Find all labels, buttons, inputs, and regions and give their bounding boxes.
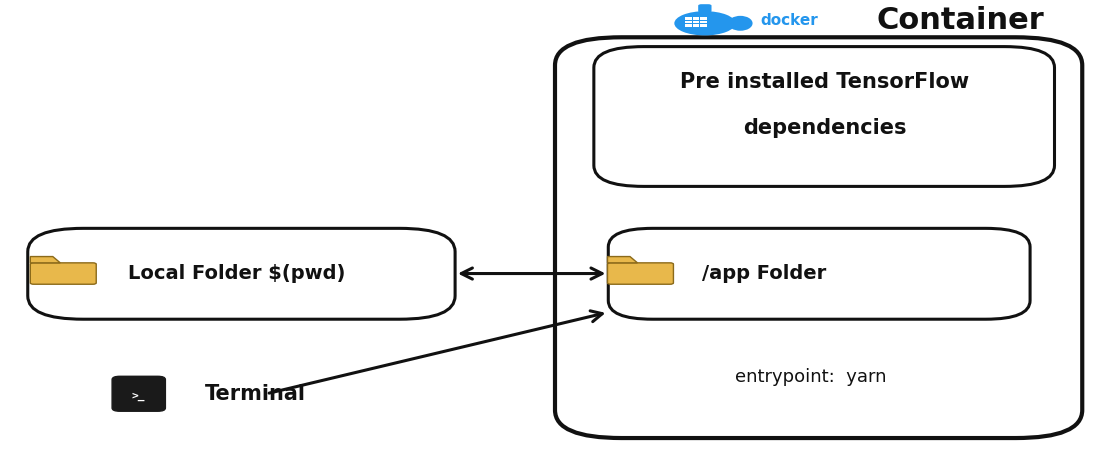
- FancyBboxPatch shape: [594, 47, 1054, 186]
- Bar: [693, 21, 699, 23]
- Bar: [693, 24, 699, 27]
- FancyBboxPatch shape: [698, 4, 712, 13]
- FancyBboxPatch shape: [28, 228, 455, 319]
- Text: docker: docker: [760, 14, 818, 28]
- Bar: [685, 24, 692, 27]
- Text: >_: >_: [132, 391, 145, 401]
- FancyBboxPatch shape: [30, 263, 97, 284]
- FancyBboxPatch shape: [607, 263, 674, 284]
- Bar: [685, 21, 692, 23]
- Bar: [685, 17, 692, 20]
- Polygon shape: [30, 257, 60, 263]
- Bar: [700, 24, 707, 27]
- Ellipse shape: [728, 16, 753, 31]
- FancyBboxPatch shape: [112, 377, 165, 411]
- Text: dependencies: dependencies: [743, 118, 907, 138]
- Polygon shape: [607, 257, 637, 263]
- Text: Terminal: Terminal: [205, 384, 306, 404]
- Ellipse shape: [675, 11, 735, 35]
- Text: entrypoint:  yarn: entrypoint: yarn: [735, 369, 886, 386]
- Bar: [693, 17, 699, 20]
- Bar: [700, 17, 707, 20]
- Text: Pre installed TensorFlow: Pre installed TensorFlow: [680, 72, 969, 91]
- Text: Local Folder $(pwd): Local Folder $(pwd): [128, 264, 345, 283]
- Text: Container: Container: [877, 7, 1045, 35]
- Text: /app Folder: /app Folder: [702, 264, 826, 283]
- Bar: [700, 21, 707, 23]
- FancyBboxPatch shape: [555, 37, 1082, 438]
- FancyBboxPatch shape: [608, 228, 1030, 319]
